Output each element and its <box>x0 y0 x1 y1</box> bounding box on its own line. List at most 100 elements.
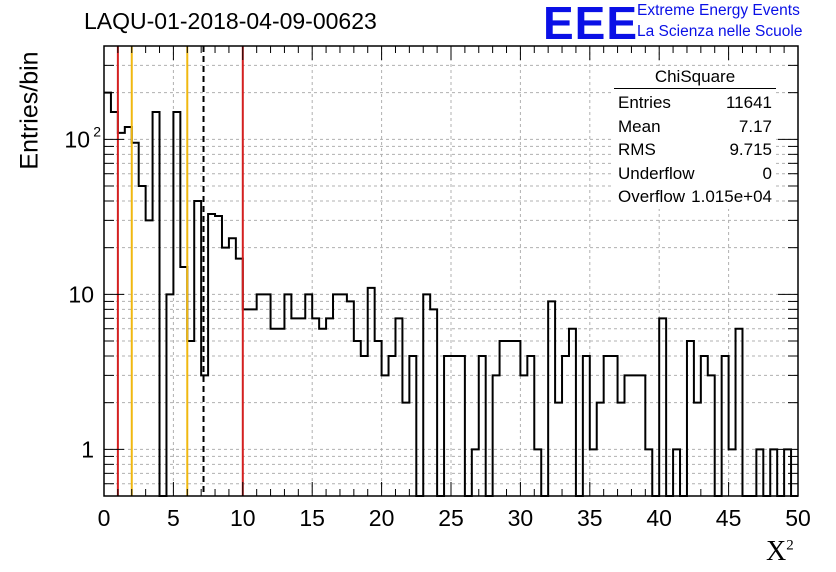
histogram-bin <box>271 329 278 496</box>
histogram-bin <box>201 375 208 496</box>
stats-key: Underflow <box>618 163 695 183</box>
histogram-bin <box>638 375 645 496</box>
y-axis-label: Entries/bin <box>15 51 44 170</box>
histogram-bin <box>257 294 264 496</box>
histogram-bin <box>111 112 118 496</box>
histogram-bin <box>173 112 180 496</box>
x-axis-label-sup: 2 <box>786 537 794 554</box>
logo-line-2: La Scienza nelle Scuole <box>637 23 803 40</box>
histogram-bin <box>507 341 514 496</box>
histogram-bin <box>395 318 402 496</box>
x-tick-label: 20 <box>369 505 395 531</box>
x-tick-label: 15 <box>299 505 325 531</box>
histogram-bin <box>208 214 215 496</box>
histogram-bin <box>722 356 729 496</box>
x-tick-label: 40 <box>646 505 672 531</box>
histogram-bin <box>166 294 173 496</box>
x-tick-label: 0 <box>98 505 111 531</box>
histogram-bin <box>625 375 632 496</box>
axis-ticks <box>103 46 799 496</box>
histogram-bin <box>409 356 416 496</box>
histogram-bin <box>513 341 520 496</box>
histogram-bin <box>701 356 708 496</box>
histogram-bin <box>326 318 333 496</box>
histogram-bin <box>548 301 555 496</box>
histogram-bin <box>333 294 340 496</box>
histogram-bin <box>222 248 229 496</box>
histogram-bin <box>569 329 576 496</box>
histogram-bin <box>687 341 694 496</box>
histogram-bin <box>312 318 319 496</box>
stats-key: Entries <box>618 93 671 112</box>
histogram-bin <box>361 356 368 496</box>
histogram-bin <box>583 356 590 496</box>
y-tick-label: 10 <box>64 126 90 152</box>
histogram-bin <box>708 375 715 496</box>
eee-logo: EEE <box>543 0 639 49</box>
histogram-bin <box>187 341 194 496</box>
x-tick-label: 25 <box>438 505 464 531</box>
histogram-bin <box>423 294 430 496</box>
histogram-bin <box>458 356 465 496</box>
stats-key: Overflow <box>618 187 686 206</box>
histogram-bin <box>659 318 666 496</box>
histogram-bin <box>354 341 361 496</box>
histogram-bin <box>229 238 236 496</box>
histogram-bin <box>194 201 201 496</box>
stats-value: 11641 <box>725 93 772 112</box>
histogram-bin <box>451 356 458 496</box>
histogram-bin <box>382 375 389 496</box>
x-tick-label: 30 <box>508 505 534 531</box>
stats-title: ChiSquare <box>614 66 776 89</box>
stats-value: 1.015e+04 <box>691 187 772 206</box>
histogram-bin <box>278 329 285 496</box>
x-axis-label: X2 <box>766 536 794 568</box>
histogram-bin <box>500 341 507 496</box>
histogram-bin <box>298 318 305 496</box>
x-tick-label: 50 <box>785 505 811 531</box>
stats-value: 9.715 <box>729 140 772 159</box>
x-tick-label: 10 <box>230 505 256 531</box>
histogram-bin <box>479 356 486 496</box>
chart-title: LAQU-01-2018-04-09-00623 <box>84 8 377 34</box>
logo-line-1: Extreme Energy Events <box>637 2 800 19</box>
histogram-bin <box>527 356 534 496</box>
histogram-bin <box>340 294 347 496</box>
x-tick-label: 5 <box>167 505 180 531</box>
stats-row-entries: Entries 11641 <box>614 91 776 115</box>
histogram-bin <box>305 294 312 496</box>
x-tick-label: 45 <box>716 505 742 531</box>
histogram-bin <box>319 329 326 496</box>
y-tick-label: 10 <box>68 281 94 307</box>
histogram-bin <box>562 356 569 496</box>
y-tick-label-sup: 2 <box>93 123 101 139</box>
stats-row-underflow: Underflow 0 <box>614 162 776 186</box>
stats-value: 0 <box>762 163 772 183</box>
x-axis-label-base: X <box>766 536 787 567</box>
histogram-bin <box>284 294 291 496</box>
histogram-bin <box>736 329 743 496</box>
histogram-bin <box>375 341 382 496</box>
histogram-bin <box>118 133 125 496</box>
stats-key: Mean <box>618 116 661 136</box>
histogram-bin <box>604 356 611 496</box>
stats-box: ChiSquare Entries 11641 Mean 7.17 RMS 9.715… <box>614 66 776 209</box>
histogram-bin <box>389 356 396 496</box>
stats-key: RMS <box>618 140 656 159</box>
histogram-bin <box>153 112 160 496</box>
histogram-bin <box>444 356 451 496</box>
stats-row-rms: RMS 9.715 <box>614 138 776 162</box>
histogram-bin <box>347 301 354 496</box>
histogram-bin <box>520 375 527 496</box>
histogram-bin <box>146 220 153 496</box>
histogram-bin <box>631 375 638 496</box>
histogram-bin <box>125 127 132 496</box>
histogram-bin <box>493 375 500 496</box>
stats-row-mean: Mean 7.17 <box>614 115 776 139</box>
histogram-bin <box>611 356 618 496</box>
histogram-bin <box>264 294 271 496</box>
y-tick-label: 1 <box>81 436 94 462</box>
x-tick-label: 35 <box>577 505 603 531</box>
stats-value: 7.17 <box>738 116 772 136</box>
